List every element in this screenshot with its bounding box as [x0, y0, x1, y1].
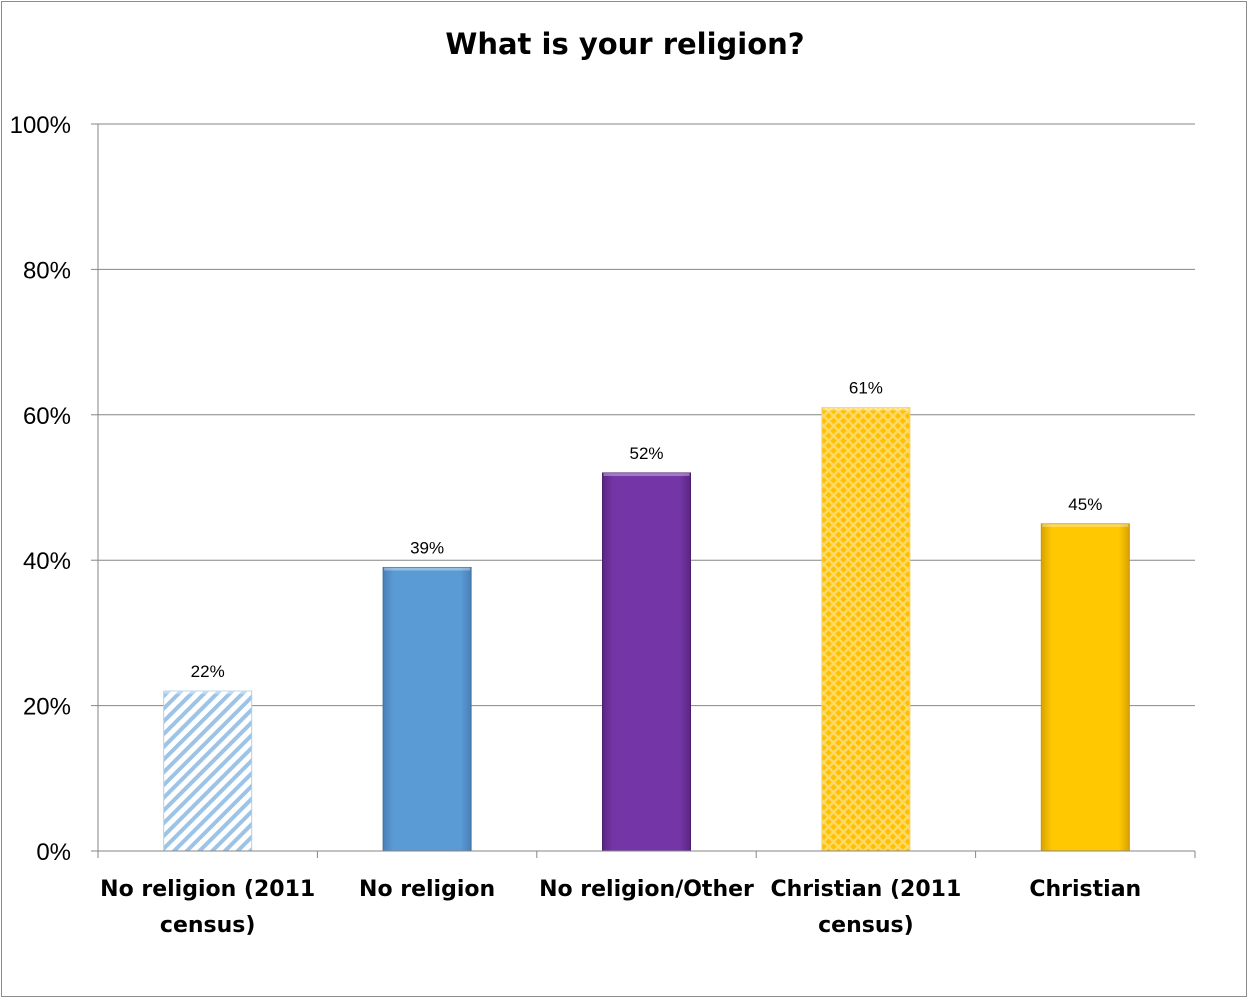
bars [163, 407, 1130, 852]
data-label: 45% [1068, 495, 1102, 514]
bar-highlight [822, 407, 909, 411]
x-tick-label: Christian (2011 [770, 877, 961, 902]
axes [91, 123, 1196, 858]
bar [602, 472, 691, 852]
x-tick-label: Christian [1029, 877, 1141, 902]
gridlines [98, 123, 1195, 707]
y-tick-label: 20% [23, 694, 71, 721]
y-tick-label: 0% [36, 839, 71, 866]
bar-highlight [384, 567, 471, 571]
data-label: 52% [629, 444, 663, 463]
y-tick-label: 80% [23, 257, 71, 284]
x-tick-label: census) [160, 913, 256, 938]
y-tick-label: 60% [23, 403, 71, 430]
bar-highlight [164, 691, 251, 695]
x-tick-label: No religion [359, 877, 495, 902]
y-tick-label: 40% [23, 548, 71, 575]
data-label: 39% [410, 538, 444, 557]
bar [382, 566, 472, 852]
data-label: 61% [849, 379, 883, 398]
chart-title: What is your religion? [445, 27, 804, 61]
labels: 0% 20% 40% 60% 80% 100% 22% No religion (2011 ce… [10, 112, 1142, 938]
bar [821, 407, 911, 852]
x-tick-label: census) [818, 913, 914, 938]
x-tick-label: No religion/Other [539, 877, 754, 902]
bar [163, 690, 253, 852]
bar-highlight [1042, 523, 1129, 527]
x-tick-label: No religion (2011 [100, 877, 315, 902]
data-label: 22% [191, 662, 225, 681]
bar [1040, 523, 1130, 852]
y-tick-label: 100% [10, 112, 71, 139]
bar-highlight [603, 472, 690, 476]
